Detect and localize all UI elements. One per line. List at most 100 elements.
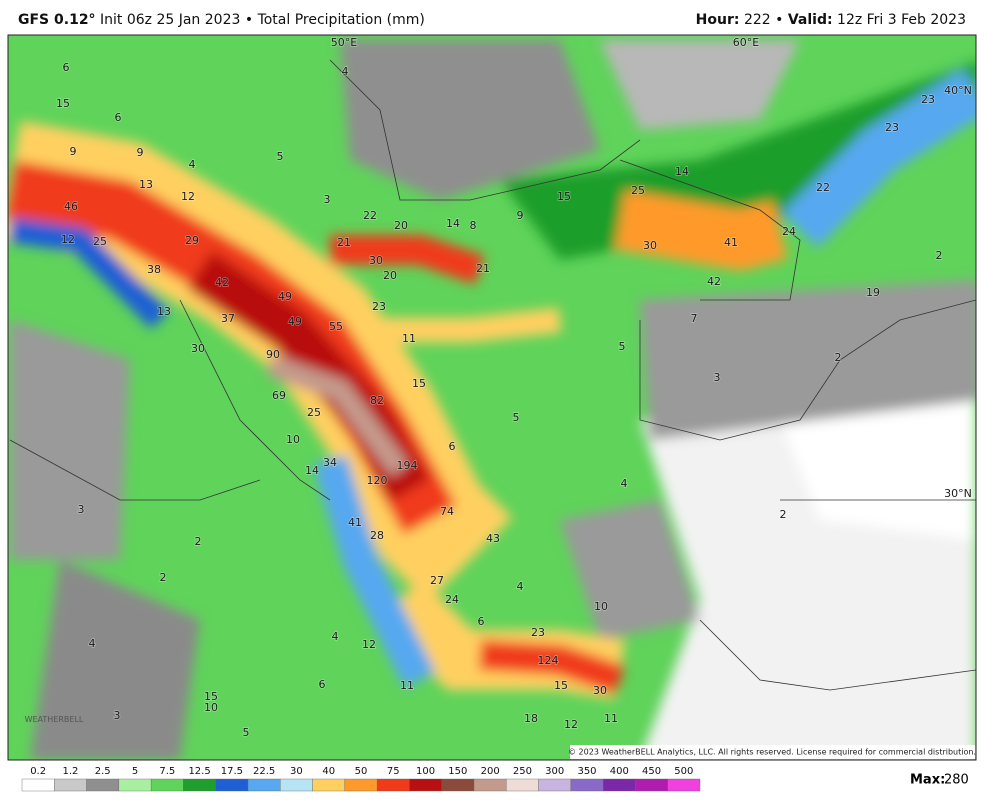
precip-label: 23 xyxy=(885,121,899,134)
precip-label: 11 xyxy=(604,712,618,725)
colorbar-cell xyxy=(118,778,152,792)
max-label: Max: xyxy=(910,773,945,788)
precip-label: 15 xyxy=(412,377,426,390)
colorbar-label: 450 xyxy=(642,766,661,777)
precip-label: 4 xyxy=(342,65,349,78)
max-value: 280 xyxy=(944,773,969,788)
precip-label: 5 xyxy=(619,340,626,353)
precip-label: 12 xyxy=(564,718,578,731)
precip-label: 6 xyxy=(478,615,485,628)
precip-label: 12 xyxy=(362,638,376,651)
valid-time: 12z Fri 3 Feb 2023 xyxy=(837,12,966,28)
watermark: WEATHERBELL xyxy=(25,715,84,724)
precip-label: 46 xyxy=(64,200,78,213)
precip-label: 30 xyxy=(369,254,383,267)
precip-label: 42 xyxy=(707,275,721,288)
precip-label: 3 xyxy=(714,371,721,384)
precip-label: 28 xyxy=(370,529,384,542)
colorbar-cell xyxy=(538,778,572,792)
colorbar-cell xyxy=(150,778,184,792)
colorbar-cell xyxy=(183,778,216,792)
product: Total Precipitation (mm) xyxy=(257,12,425,28)
graticule-label: 60°E xyxy=(733,36,759,49)
precip-label: 2 xyxy=(780,508,787,521)
precip-label: 8 xyxy=(470,219,477,232)
header: GFS 0.12° Init 06z 25 Jan 2023 • Total P… xyxy=(0,0,984,34)
precip-label: 23 xyxy=(921,93,935,106)
precip-label: 3 xyxy=(78,503,85,516)
precip-label: 3 xyxy=(324,193,331,206)
precip-label: 4 xyxy=(332,630,339,643)
colorbar-cell xyxy=(602,778,636,792)
precip-label: 14 xyxy=(446,217,460,230)
precip-label: 5 xyxy=(243,726,250,739)
precip-label: 15 xyxy=(56,97,70,110)
colorbar-label: 500 xyxy=(674,766,693,777)
precip-label: 4 xyxy=(517,580,524,593)
colorbar-cell xyxy=(344,778,378,792)
map-frame xyxy=(7,34,977,761)
colorbar-label: 200 xyxy=(481,766,500,777)
hour: 222 xyxy=(743,12,771,28)
precip-label: 5 xyxy=(277,150,284,163)
hour-label: Hour: xyxy=(695,12,740,28)
colorbar-cell xyxy=(635,778,668,792)
colorbar-label: 150 xyxy=(448,766,467,777)
precip-label: 4 xyxy=(89,637,96,650)
colorbar-cell xyxy=(215,778,249,792)
precip-label: 30 xyxy=(593,684,607,697)
precip-label: 30 xyxy=(191,342,205,355)
precip-label: 6 xyxy=(115,111,122,124)
precip-label: 49 xyxy=(288,315,302,328)
separator: • xyxy=(244,12,254,28)
precip-label: 22 xyxy=(363,209,377,222)
colorbar-cell xyxy=(54,778,87,792)
precip-label: 23 xyxy=(372,300,386,313)
precip-label: 10 xyxy=(594,600,608,613)
colorbar-label: 75 xyxy=(387,766,400,777)
borders xyxy=(9,59,976,691)
colorbar-cell xyxy=(247,778,281,792)
colorbar-label: 30 xyxy=(290,766,303,777)
precip-label: 43 xyxy=(486,532,500,545)
precip-label: 14 xyxy=(305,464,319,477)
precip-label: 24 xyxy=(445,593,459,606)
precip-label: 23 xyxy=(531,626,545,639)
colorbar-label: 0.2 xyxy=(30,766,46,777)
precip-label: 13 xyxy=(139,178,153,191)
precip-label: 12 xyxy=(181,190,195,203)
precip-label: 2 xyxy=(835,351,842,364)
precip-label: 90 xyxy=(266,348,280,361)
precip-label: 15 xyxy=(557,190,571,203)
model: GFS 0.12° xyxy=(18,12,96,28)
graticule-label: 40°N xyxy=(944,84,972,97)
colorbar-cell xyxy=(280,778,313,792)
colorbar-label: 1.2 xyxy=(62,766,78,777)
precip-label: 194 xyxy=(397,459,418,472)
colorbar-cell xyxy=(409,778,442,792)
colorbar-label: 12.5 xyxy=(188,766,210,777)
colorbar-label: 400 xyxy=(610,766,629,777)
title: GFS 0.12° Init 06z 25 Jan 2023 • Total P… xyxy=(18,12,425,28)
precip-label: 41 xyxy=(724,236,738,249)
precip-label: 25 xyxy=(631,184,645,197)
precip-label: 11 xyxy=(402,332,416,345)
colorbar-label: 5 xyxy=(132,766,138,777)
precip-label: 27 xyxy=(430,574,444,587)
colorbar-label: 50 xyxy=(355,766,368,777)
colorbar-label: 250 xyxy=(513,766,532,777)
precip-label: 2 xyxy=(160,571,167,584)
precip-label: 15 xyxy=(554,679,568,692)
precip-label: 120 xyxy=(367,474,388,487)
colorbar-label: 350 xyxy=(577,766,596,777)
precip-label: 15 xyxy=(204,690,218,703)
precip-label: 9 xyxy=(517,209,524,222)
colorbar-cell xyxy=(441,778,475,792)
precip-label: 69 xyxy=(272,389,286,402)
colorbar-label: 17.5 xyxy=(221,766,243,777)
precip-label: 6 xyxy=(63,61,70,74)
precip-label: 10 xyxy=(204,701,218,714)
colorbar-label: 7.5 xyxy=(159,766,175,777)
colorbar-cell xyxy=(667,778,701,792)
